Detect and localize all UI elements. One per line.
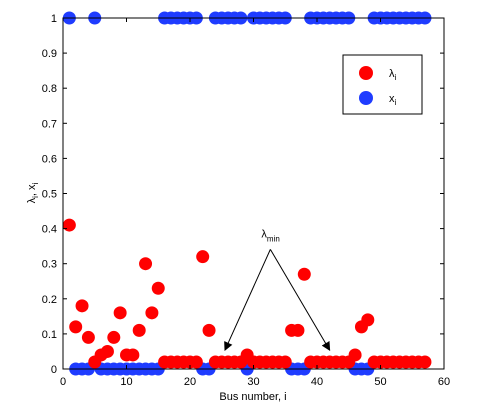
lambda-point — [69, 320, 83, 334]
y-tick-label: 0 — [51, 364, 57, 376]
y-tick-label: 0.9 — [42, 48, 57, 60]
x-tick-label: 30 — [247, 376, 259, 388]
legend-label-x: xi — [389, 93, 397, 107]
y-axis-label-sep: , x — [26, 184, 38, 196]
lambda-point — [100, 344, 114, 358]
lambda-point — [348, 348, 362, 362]
legend-lambda-sub: i — [395, 73, 397, 82]
y-tick-label: 0.5 — [42, 189, 57, 201]
lambda-point — [81, 330, 95, 344]
lambda-point — [151, 281, 165, 295]
lambda-point — [361, 313, 375, 327]
y-tick-label: 0.1 — [42, 329, 57, 341]
lambda-min-annotation: λmin — [224, 228, 331, 352]
x-tick-label: 10 — [120, 376, 132, 388]
legend-x-sub: i — [395, 98, 397, 107]
legend-lambda-base: λ — [389, 68, 395, 80]
y-tick-label: 0.7 — [42, 118, 57, 130]
x-axis-label: Bus number, i — [219, 391, 286, 403]
legend-marker-lambda — [359, 66, 373, 80]
x-tick-label: 50 — [374, 376, 386, 388]
lambda-point — [75, 299, 89, 313]
y-axis-ticks: 0 0.1 0.2 0.3 0.4 0.5 0.6 0.7 0.8 0.9 1 — [42, 13, 444, 376]
svg-text:λi, xi: λi, xi — [26, 182, 40, 203]
lambda-point — [291, 323, 305, 337]
y-tick-label: 1 — [51, 13, 57, 25]
lambda-point — [139, 257, 153, 271]
lambda-point — [62, 218, 76, 232]
annotation-sub-min: min — [267, 234, 280, 243]
annotation-lambda: λ — [261, 228, 267, 240]
y-tick-label: 0.8 — [42, 83, 57, 95]
data-marks — [62, 11, 432, 376]
lambda-point — [189, 355, 203, 369]
annotation-arrow — [224, 249, 271, 352]
x-axis-ticks: 0 10 20 30 40 50 60 — [60, 18, 450, 388]
lambda-point — [278, 355, 292, 369]
x-tick-label: 20 — [184, 376, 196, 388]
y-tick-label: 0.3 — [42, 259, 57, 271]
y-axis-label-sub-i: i — [31, 196, 40, 198]
legend: λi xi — [342, 54, 423, 115]
lambda-point — [145, 306, 159, 320]
y-tick-label: 0.6 — [42, 153, 57, 165]
annotation-label: λmin — [261, 228, 279, 243]
legend-box — [342, 54, 423, 115]
x-tick-label: 0 — [60, 376, 66, 388]
lambda-point — [418, 355, 432, 369]
annotation-arrow — [269, 249, 331, 352]
x-tick-label: 60 — [438, 376, 450, 388]
lambda-point — [107, 330, 121, 344]
lambda-point — [202, 323, 216, 337]
lambda-point — [132, 323, 146, 337]
lambda-point — [297, 267, 311, 281]
y-axis-label-sub-i-2: i — [31, 182, 40, 184]
y-tick-label: 0.4 — [42, 224, 57, 236]
y-axis-label: λi, xi — [26, 182, 40, 203]
y-tick-label: 0.2 — [42, 294, 57, 306]
legend-marker-x — [359, 91, 373, 105]
legend-label-lambda: λi — [389, 68, 397, 82]
legend-x-base: x — [389, 93, 395, 105]
lambda-point — [196, 250, 210, 264]
lambda-point — [126, 348, 140, 362]
lambda-point — [113, 306, 127, 320]
y-axis-label-lambda: λ — [26, 197, 38, 203]
x-tick-label: 40 — [311, 376, 323, 388]
